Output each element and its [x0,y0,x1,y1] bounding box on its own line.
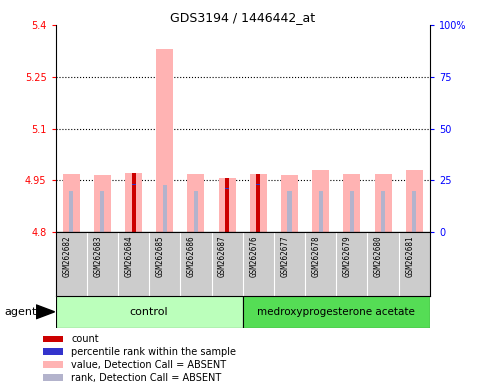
Text: GSM262684: GSM262684 [125,235,133,277]
Text: value, Detection Call = ABSENT: value, Detection Call = ABSENT [71,359,226,369]
Bar [56,296,242,328]
Bar [69,191,73,232]
Bar [256,174,260,232]
Bar [43,349,63,355]
Bar [156,49,173,232]
Bar [163,185,167,232]
Bar [242,296,430,328]
Bar [43,336,63,342]
Bar [287,191,292,232]
Text: count: count [71,334,99,344]
Bar [131,173,136,232]
Text: GSM262678: GSM262678 [312,235,321,277]
Bar [256,184,260,185]
Text: GSM262682: GSM262682 [62,235,71,277]
Bar [406,170,423,232]
Text: GSM262679: GSM262679 [343,235,352,277]
Bar [187,174,204,232]
Text: GSM262683: GSM262683 [93,235,102,277]
Title: GDS3194 / 1446442_at: GDS3194 / 1446442_at [170,11,315,24]
Bar [281,175,298,232]
Bar [412,191,416,232]
Bar [343,174,360,232]
Polygon shape [36,305,55,319]
Bar [194,191,198,232]
Bar [225,178,229,232]
Bar [43,374,63,381]
Text: agent: agent [5,307,37,317]
Bar [125,173,142,232]
Bar [94,175,111,232]
Bar [381,191,385,232]
Bar [131,184,136,185]
Bar [63,174,80,232]
Text: GSM262680: GSM262680 [374,235,383,277]
Text: GSM262686: GSM262686 [187,235,196,277]
Text: rank, Detection Call = ABSENT: rank, Detection Call = ABSENT [71,372,221,382]
Text: GSM262676: GSM262676 [249,235,258,277]
Bar [225,189,229,232]
Bar [131,185,136,232]
Text: control: control [130,307,169,317]
Text: GSM262677: GSM262677 [281,235,289,277]
Bar [256,185,260,232]
Text: percentile rank within the sample: percentile rank within the sample [71,347,236,357]
Text: GSM262687: GSM262687 [218,235,227,277]
Text: medroxyprogesterone acetate: medroxyprogesterone acetate [257,307,415,317]
Bar [43,361,63,368]
Bar [218,178,236,232]
Bar [312,170,329,232]
Text: GSM262685: GSM262685 [156,235,165,277]
Text: GSM262681: GSM262681 [405,235,414,277]
Bar [319,191,323,232]
Bar [100,191,104,232]
Bar [350,191,354,232]
Bar [374,174,392,232]
Bar [250,174,267,232]
Bar [225,188,229,189]
